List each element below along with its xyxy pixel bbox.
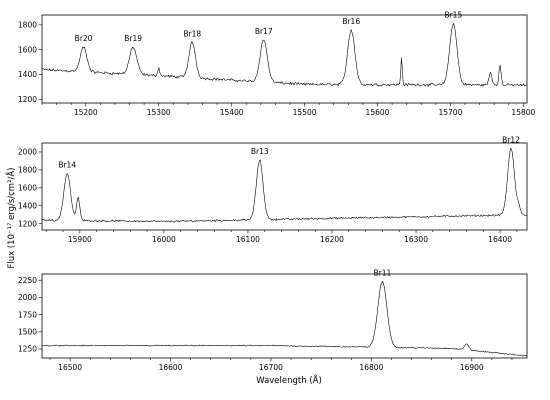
y-tick-label: 2250 [18,276,37,285]
y-tick-label: 1200 [18,95,37,104]
spectrum-line [41,23,528,87]
plot-frame [41,273,528,359]
y-tick-label: 1600 [18,184,37,193]
x-tick-label: 16700 [259,363,283,372]
line-label: Br20 [75,34,93,43]
line-label: Br19 [124,34,142,43]
x-tick-label: 16800 [359,363,383,372]
plot-frame [41,142,528,231]
y-tick-label: 1400 [18,201,37,210]
x-tick-label: 15900 [68,235,92,244]
y-tick-label: 1400 [18,70,37,79]
x-tick-label: 16000 [152,235,176,244]
x-tick-label: 15400 [220,108,244,117]
line-label: Br16 [342,17,360,26]
x-tick-label: 15800 [511,108,535,117]
spectrum-line [41,147,528,223]
x-tick-label: 15600 [366,108,390,117]
y-tick-label: 1250 [18,345,37,354]
y-tick-label: 1200 [18,219,37,228]
x-tick-label: 16600 [159,363,183,372]
spectrum-panel-2: 15900 16000 16100 16200 16300 16400 1200 1400 16… [18,135,528,244]
x-tick-label: 15700 [438,108,462,117]
spectrum-panels: 15200 15300 15400 15500 15600 15700 1580012001… [18,11,536,372]
x-tick-label: 15200 [74,108,98,117]
y-tick-label: 2000 [18,148,37,157]
x-tick-label: 15300 [147,108,171,117]
line-label: Br11 [374,269,392,278]
line-label: Br13 [251,147,269,156]
line-label: Br15 [444,11,462,20]
spectrum-panel-1: 15200 15300 15400 15500 15600 15700 15800 1200 1… [18,11,536,117]
x-tick-label: 15500 [293,108,317,117]
spectrum-panel-3: 16500 16600 16700 16800 16900 1250 1500 1750 200… [18,269,528,372]
x-axis-title: Wavelength (Å) [256,374,322,386]
y-axis-title: Flux (10⁻¹⁷ erg/s/cm²/Å) [5,168,17,269]
line-label: Br14 [58,160,76,169]
x-tick-label: 16500 [58,363,82,372]
spectrum-line [41,281,528,357]
y-tick-label: 2000 [18,293,37,302]
line-label: Br17 [255,27,273,36]
x-tick-label: 16400 [488,235,512,244]
x-tick-label: 16300 [404,235,428,244]
x-tick-label: 16900 [460,363,484,372]
y-tick-label: 1600 [18,45,37,54]
y-tick-label: 1750 [18,310,37,319]
plot-frame [41,14,528,104]
y-tick-label: 1500 [18,328,37,337]
line-label: Br12 [502,135,520,144]
y-tick-label: 1800 [18,21,37,30]
x-tick-label: 16100 [236,235,260,244]
y-tick-label: 1800 [18,166,37,175]
line-label: Br18 [183,29,201,38]
x-tick-label: 16200 [320,235,344,244]
